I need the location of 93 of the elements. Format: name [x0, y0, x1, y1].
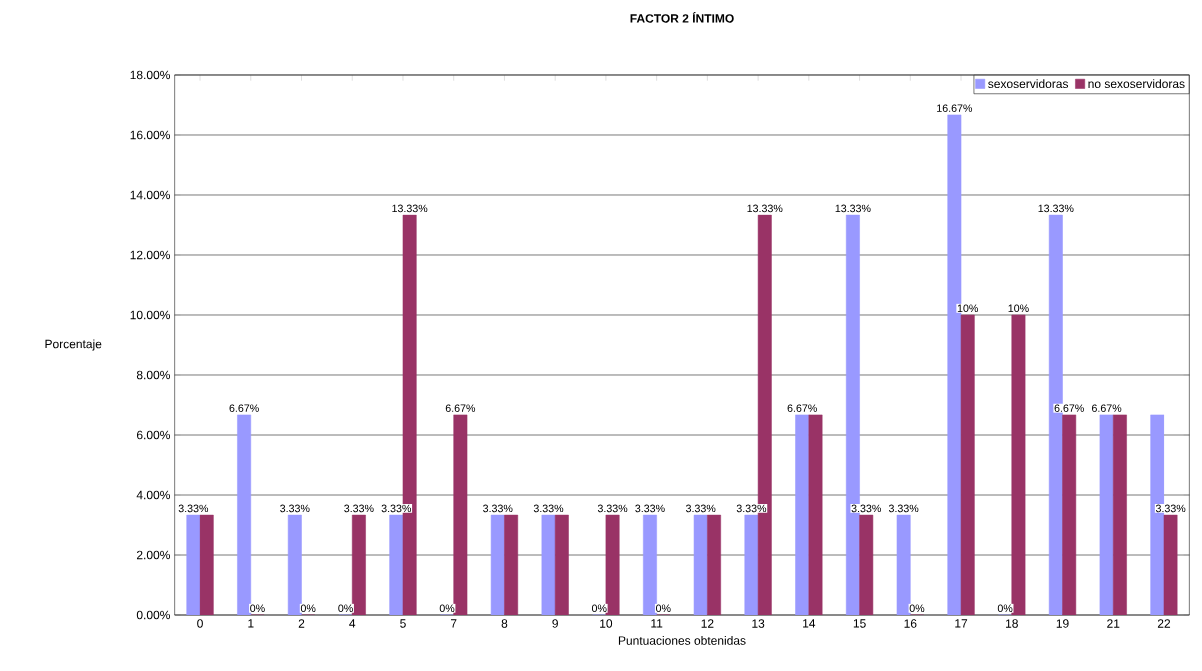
- data-label: 3.33%: [685, 504, 716, 513]
- data-label: 0%: [656, 604, 671, 613]
- data-label: 0%: [250, 604, 265, 613]
- x-tick-label: 10: [600, 619, 613, 628]
- bar: [605, 514, 620, 615]
- data-label: 6.67%: [1054, 404, 1084, 412]
- bar: [453, 414, 468, 615]
- data-label: 3.33%: [851, 504, 881, 513]
- data-label: 6.67%: [1092, 404, 1122, 412]
- data-label: 3.33%: [597, 504, 628, 513]
- x-tick-label: 0: [197, 619, 203, 628]
- bar: [808, 414, 823, 615]
- bar: [541, 514, 556, 615]
- bar: [744, 514, 759, 615]
- x-tick-label: 19: [1056, 619, 1069, 628]
- data-label: 0%: [997, 604, 1013, 613]
- bar: [1062, 414, 1077, 615]
- bar: [643, 514, 657, 615]
- data-label: 3.33%: [483, 504, 513, 513]
- data-label: 13.33%: [392, 204, 428, 213]
- x-tick-label: 8: [501, 619, 508, 628]
- data-label: 3.33%: [1155, 504, 1186, 513]
- data-label: 0%: [338, 604, 353, 613]
- x-tick-label: 12: [701, 619, 714, 628]
- bar: [1112, 414, 1127, 615]
- data-label: 10%: [957, 304, 978, 313]
- data-label: 3.33%: [635, 504, 665, 513]
- bar: [960, 314, 975, 615]
- data-label: 0%: [439, 604, 455, 613]
- bar: [199, 514, 214, 615]
- data-label: 0%: [909, 604, 925, 613]
- data-label: 13.33%: [1038, 204, 1074, 213]
- bar: [554, 514, 569, 615]
- data-label: 3.33%: [280, 504, 310, 513]
- x-tick-label: 21: [1107, 619, 1120, 628]
- bar: [1011, 314, 1026, 615]
- x-tick-label: 7: [450, 619, 457, 628]
- data-label: 0%: [591, 604, 607, 613]
- y-tick-label: 18.00%: [130, 70, 170, 80]
- bar: [1099, 414, 1114, 615]
- data-label: 16.67%: [937, 104, 973, 112]
- x-tick-label: 13: [752, 619, 765, 628]
- legend-label: no sexoservidoras: [1088, 79, 1185, 89]
- bar: [389, 514, 404, 615]
- data-label: 13.33%: [835, 204, 871, 213]
- x-tick-label: 18: [1006, 619, 1018, 628]
- bar: [896, 514, 911, 615]
- data-label: 10%: [1008, 304, 1029, 313]
- data-label: 3.33%: [344, 504, 374, 513]
- y-tick-label: 10.00%: [130, 310, 170, 320]
- x-tick-label: 17: [955, 619, 968, 628]
- y-tick-label: 6.00%: [136, 430, 170, 440]
- bar: [859, 514, 874, 615]
- bar: [237, 414, 252, 615]
- data-label: 3.33%: [178, 504, 209, 513]
- x-tick-label: 11: [651, 619, 663, 628]
- x-axis-title: Puntuaciones obtenidas: [618, 636, 746, 645]
- data-label: 3.33%: [533, 504, 564, 513]
- bar: [287, 514, 302, 615]
- x-tick-label: 14: [803, 619, 816, 628]
- chart-title: FACTOR 2 ÍNTIMO: [630, 11, 734, 23]
- y-tick-label: 14.00%: [130, 190, 170, 200]
- x-tick-label: 15: [853, 619, 866, 628]
- x-tick-label: 1: [248, 619, 254, 628]
- bar: [707, 514, 721, 615]
- x-tick-label: 2: [298, 619, 305, 628]
- data-label: 6.67%: [229, 404, 259, 412]
- x-tick-label: 16: [904, 619, 917, 628]
- bar: [351, 514, 366, 615]
- bar: [490, 514, 505, 615]
- x-tick-label: 4: [349, 619, 356, 628]
- data-label: 3.33%: [736, 504, 767, 513]
- y-tick-label: 2.00%: [136, 550, 170, 560]
- data-label: 6.67%: [445, 404, 476, 412]
- data-label: 0%: [300, 604, 316, 613]
- y-tick-label: 16.00%: [130, 130, 170, 140]
- y-tick-label: 0.00%: [136, 610, 170, 620]
- y-axis-title: Porcentaje: [45, 339, 102, 351]
- y-tick-label: 4.00%: [136, 490, 170, 500]
- data-label: 6.67%: [787, 404, 817, 412]
- x-tick-label: 22: [1157, 619, 1171, 628]
- data-label: 3.33%: [888, 504, 919, 513]
- bar: [693, 514, 708, 615]
- legend-label: sexoservidoras: [988, 79, 1069, 89]
- x-tick-label: 5: [400, 619, 406, 628]
- y-tick-label: 12.00%: [130, 250, 170, 260]
- bar: [504, 514, 519, 615]
- data-label: 13.33%: [747, 204, 783, 213]
- bar: [795, 414, 810, 615]
- data-label: 3.33%: [381, 504, 412, 513]
- y-tick-label: 8.00%: [136, 370, 170, 380]
- x-tick-label: 9: [552, 619, 558, 628]
- bar: [1163, 514, 1178, 615]
